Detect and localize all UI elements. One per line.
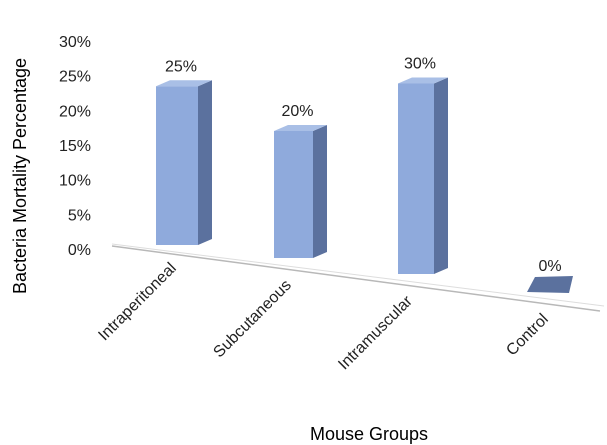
y-axis-title: Bacteria Mortality Percentage (10, 58, 30, 294)
floor-back-line (111, 243, 605, 307)
bar-top-face (274, 125, 327, 131)
x-axis-title: Mouse Groups (310, 424, 428, 444)
bar-side-face (434, 77, 448, 274)
data-label: 0% (538, 258, 561, 275)
y-tick-label: 10% (59, 173, 91, 190)
data-label: 30% (404, 56, 436, 73)
y-tick-label: 0% (68, 242, 91, 259)
y-tick-label: 5% (68, 207, 91, 224)
bars-group (156, 77, 573, 293)
data-label: 25% (165, 58, 197, 75)
y-axis-ticks: 0% 5% 10% 15% 20% 25% 30% (59, 34, 91, 259)
chart-floor (111, 243, 605, 312)
data-labels-group: 25% 20% 30% 0% (165, 56, 562, 276)
bar-front-face (274, 131, 313, 258)
y-tick-label: 25% (59, 69, 91, 86)
category-label: Intraperitoneal (95, 260, 179, 344)
y-tick-label: 15% (59, 138, 91, 155)
bar-front-face (156, 86, 198, 245)
data-label: 20% (281, 103, 313, 120)
bar-top-face (156, 80, 212, 87)
bar-control (527, 276, 573, 293)
bar-top-face (398, 77, 448, 84)
category-label: Control (503, 311, 551, 359)
bar-side-face (313, 125, 327, 258)
bar-front-face (398, 83, 434, 274)
y-tick-label: 30% (59, 34, 91, 51)
bar-intraperitoneal (156, 80, 212, 245)
bar-intramuscular (398, 77, 448, 274)
bar-side-face (198, 80, 212, 245)
floor-line (111, 245, 601, 312)
category-label: Subcutaneous (210, 277, 294, 361)
category-label: Intramuscular (335, 292, 416, 373)
bar-flat-face (527, 276, 573, 293)
bar-subcutaneous (274, 125, 327, 258)
category-labels-group: Intraperitoneal Subcutaneous Intramuscular… (95, 260, 551, 374)
y-tick-label: 20% (59, 103, 91, 120)
